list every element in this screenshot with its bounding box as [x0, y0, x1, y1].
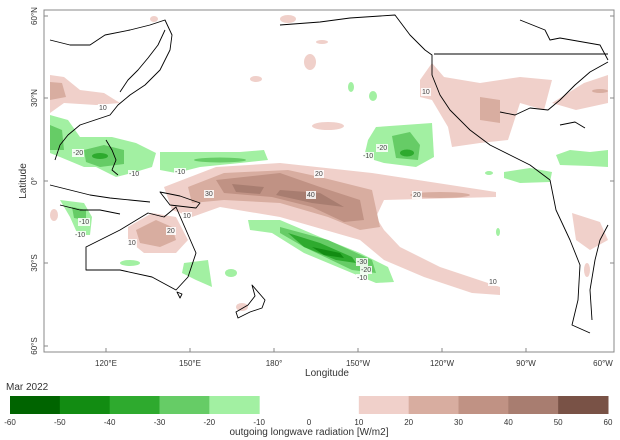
svg-text:10: 10 [489, 279, 497, 286]
colorbar-swatch [109, 396, 160, 414]
svg-text:10: 10 [99, 105, 107, 112]
lat-tick: 30°N [30, 89, 39, 107]
colorbar-swatch [408, 396, 459, 414]
svg-text:-10: -10 [175, 169, 185, 176]
contour-label: -10 [174, 168, 186, 176]
contour-label: 10 [127, 239, 137, 247]
map-title: Mar 2022 [6, 382, 49, 393]
svg-text:-10: -10 [363, 153, 373, 160]
contour-label: 10 [488, 278, 498, 286]
svg-text:-10: -10 [75, 232, 85, 239]
colorbar-tick: 10 [354, 418, 363, 427]
contour-level-minus40-minus50 [312, 247, 344, 258]
svg-text:20: 20 [315, 171, 323, 178]
colorbar-swatch [358, 396, 410, 414]
negative-anomaly-contours [50, 82, 608, 287]
svg-text:20: 20 [413, 192, 421, 199]
axis-ticks [44, 15, 614, 352]
contour-label: -10 [128, 170, 139, 178]
contour-label: 30 [204, 190, 214, 198]
lon-tick: 150°E [179, 359, 201, 368]
colorbar-label: outgoing longwave radiation [W/m2] [230, 427, 389, 438]
contour-label: -20 [376, 144, 388, 152]
svg-text:10: 10 [422, 89, 430, 96]
contour-label: 20 [166, 227, 176, 235]
svg-text:-10: -10 [357, 275, 367, 282]
lat-tick: 60°S [30, 337, 39, 354]
lon-tick: 90°W [516, 359, 536, 368]
contour-label: 20 [314, 170, 324, 178]
contour-label: 20 [412, 191, 422, 199]
colorbar-tick: 40 [504, 418, 513, 427]
contour-label: 10 [182, 212, 192, 220]
contour-labels: -20 -10 -10 10 20 10 -10 20 40 20 30 10 … [72, 88, 498, 286]
colorbar-swatch [10, 396, 61, 414]
svg-text:10: 10 [183, 213, 191, 220]
lon-tick-labels: 120°E 150°E 180° 150°W 120°W 90°W 60°W [95, 359, 613, 368]
coastlines [49, 14, 609, 334]
contour-label: -10 [356, 274, 368, 282]
svg-text:-20: -20 [361, 267, 371, 274]
contour-label: -30 [356, 258, 368, 266]
colorbar-tick: -50 [54, 418, 66, 427]
lon-tick: 120°E [95, 359, 117, 368]
colorbar-tick: -10 [253, 418, 265, 427]
svg-text:-20: -20 [377, 145, 387, 152]
contour-label: 40 [306, 191, 316, 199]
x-axis-label: Longitude [305, 368, 349, 379]
colorbar-tick: 60 [604, 418, 613, 427]
colorbar-swatch [558, 396, 609, 414]
svg-text:-10: -10 [129, 171, 139, 178]
lat-tick-labels: 60°N 30°N 0° 30°S 60°S [30, 7, 39, 355]
y-axis-label: Latitude [18, 163, 29, 199]
contour-label: 10 [421, 88, 431, 96]
contour-label: -10 [74, 231, 86, 239]
lon-tick: 180° [266, 359, 283, 368]
colorbar-tick: -20 [204, 418, 216, 427]
colorbar-swatch [59, 396, 111, 414]
colorbar-tick: 50 [554, 418, 563, 427]
svg-text:-20: -20 [73, 150, 83, 157]
lon-tick: 60°W [593, 359, 613, 368]
colorbar-swatch [508, 396, 559, 414]
colorbar-tick: 30 [454, 418, 463, 427]
contour-label: -10 [362, 152, 374, 160]
colorbar-tick: -30 [154, 418, 166, 427]
contour-label: -20 [360, 266, 372, 274]
colorbar-tick: -60 [4, 418, 16, 427]
colorbar-swatch [159, 396, 210, 414]
colorbar-tick: 0 [307, 418, 312, 427]
lon-tick: 120°W [430, 359, 455, 368]
svg-text:-30: -30 [357, 259, 367, 266]
svg-text:40: 40 [307, 192, 315, 199]
svg-text:30: 30 [205, 191, 213, 198]
svg-text:20: 20 [167, 228, 175, 235]
contour-label: -10 [78, 218, 90, 226]
colorbar-swatch [458, 396, 509, 414]
svg-text:-10: -10 [79, 219, 89, 226]
lat-tick: 60°N [30, 7, 39, 25]
lat-tick: 0° [30, 177, 39, 185]
colorbar-swatch [209, 396, 260, 414]
svg-text:10: 10 [128, 240, 136, 247]
contour-label: 10 [98, 104, 107, 112]
colorbar-tick: 20 [404, 418, 413, 427]
colorbar-tick: -40 [104, 418, 116, 427]
colorbar: -60 -50 -40 -30 -20 -10 0 10 20 30 40 50 60 [4, 396, 613, 427]
contour-label: -20 [72, 149, 84, 157]
lon-tick: 150°W [346, 359, 371, 368]
lat-tick: 30°S [30, 254, 39, 271]
